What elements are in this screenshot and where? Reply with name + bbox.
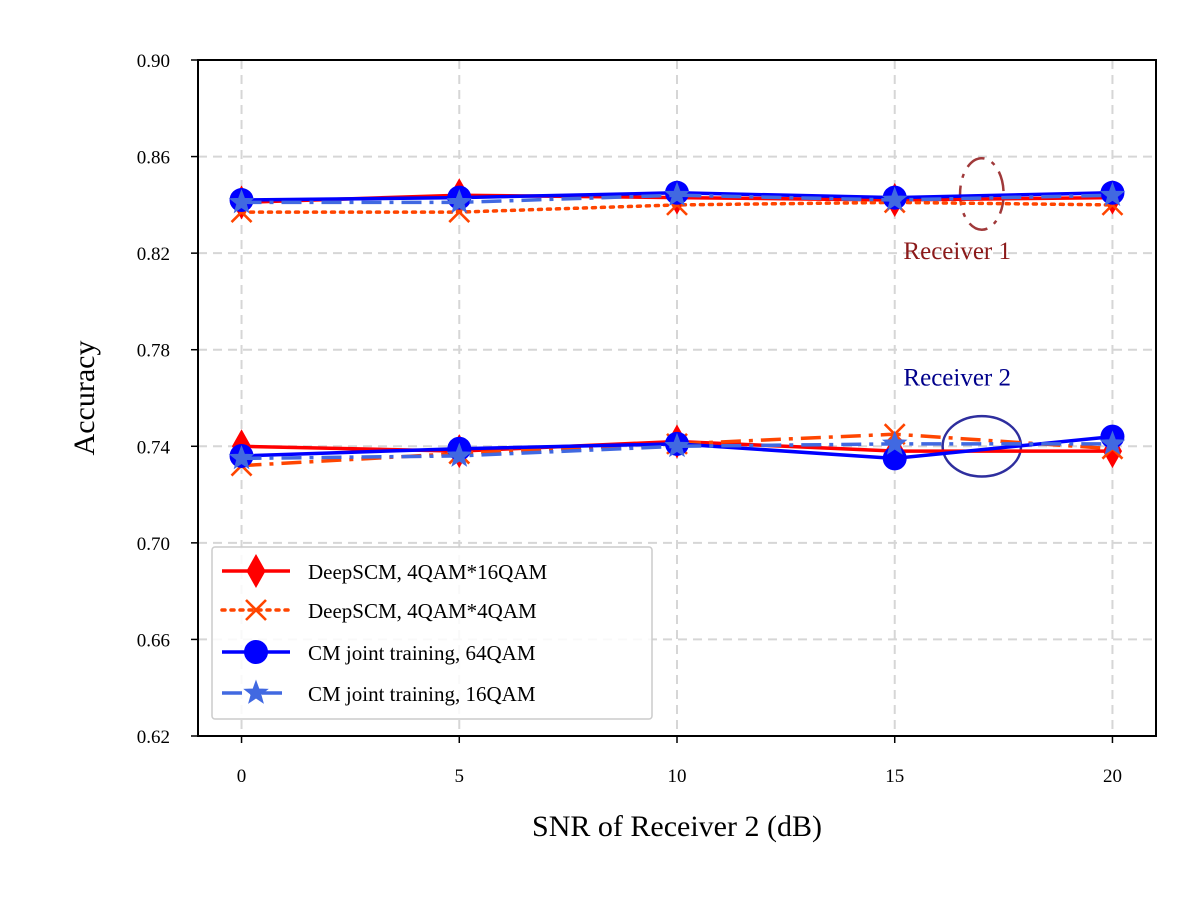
- series-line: [241, 193, 1113, 205]
- legend-label: DeepSCM, 4QAM*4QAM: [308, 599, 537, 623]
- x-axis-title: SNR of Receiver 2 (dB): [532, 810, 822, 843]
- x-tick-label: 10: [668, 766, 687, 787]
- annotation-label: Receiver 2: [903, 364, 1011, 391]
- data-point: [664, 181, 690, 207]
- x-tick-label: 5: [455, 766, 465, 787]
- data-point: [881, 186, 908, 211]
- series-4: [228, 181, 1126, 470]
- series-line: [241, 442, 1113, 461]
- y-tick-label: 0.62: [137, 727, 170, 748]
- axis-ticks: 0 5 10 15 20 0.62 0.66 0.70 0.74 0.78 0.82 0.86 0.90: [137, 51, 1122, 787]
- data-point: [881, 430, 908, 455]
- x-tick-label: 0: [237, 766, 247, 787]
- legend: DeepSCM, 4QAM*16QAM DeepSCM, 4QAM*4QAM C…: [211, 546, 653, 720]
- data-point: [228, 188, 255, 214]
- legend-label: CM joint training, 64QAM: [308, 641, 536, 665]
- legend-box: [211, 546, 653, 720]
- series-line: [241, 432, 1113, 468]
- data-point: [882, 446, 907, 471]
- legend-label: DeepSCM, 4QAM*16QAM: [308, 560, 548, 584]
- y-tick-label: 0.74: [137, 437, 171, 458]
- annotation-label: Receiver 1: [903, 238, 1011, 265]
- series-layer: [228, 178, 1126, 477]
- x-tick-label: 15: [885, 766, 904, 787]
- annotations: Receiver 1 Receiver 2: [903, 157, 1023, 478]
- y-tick-label: 0.70: [137, 534, 170, 555]
- y-tick-label: 0.66: [137, 630, 170, 651]
- data-point: [244, 640, 268, 664]
- data-point: [1099, 430, 1126, 455]
- y-tick-label: 0.82: [137, 244, 170, 265]
- data-point: [245, 599, 267, 621]
- data-point: [664, 432, 690, 458]
- data-point: [246, 553, 266, 589]
- data-point: [243, 679, 269, 704]
- y-tick-label: 0.86: [137, 148, 170, 169]
- data-point: [228, 444, 255, 470]
- x-tick-label: 20: [1103, 766, 1122, 787]
- data-point: [446, 188, 473, 214]
- data-point: [1099, 181, 1126, 207]
- data-point: [446, 442, 473, 467]
- legend-label: CM joint training, 16QAM: [308, 682, 536, 706]
- y-tick-label: 0.90: [137, 51, 170, 72]
- y-axis-title: Accuracy: [68, 341, 101, 456]
- y-tick-label: 0.78: [137, 341, 170, 362]
